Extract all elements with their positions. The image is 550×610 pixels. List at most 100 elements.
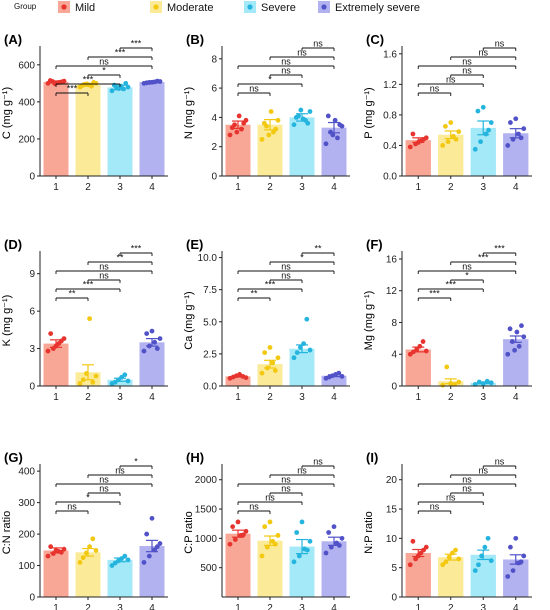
- sig-label-2-4: ns: [115, 466, 125, 476]
- data-point-1: [235, 519, 241, 525]
- bar-3: [289, 117, 315, 176]
- bar-3: [107, 87, 133, 176]
- panel-label: (D): [4, 237, 22, 252]
- bar-4: [503, 133, 529, 176]
- x-tick-label: 2: [448, 182, 454, 193]
- sig-label-1-3: ***: [83, 75, 94, 85]
- data-point-4: [337, 122, 343, 128]
- data-point-4: [508, 120, 513, 125]
- y-tick-label: 3: [29, 344, 35, 355]
- y-axis-label: C (mg g⁻¹): [1, 87, 13, 139]
- legend-label-1: Mild: [75, 2, 95, 14]
- sig-label-2-3: *: [465, 271, 469, 281]
- data-point-3: [307, 538, 313, 544]
- data-point-4: [521, 334, 527, 340]
- data-point-3: [122, 372, 128, 378]
- data-point-4: [513, 116, 519, 122]
- data-point-4: [149, 79, 155, 85]
- y-tick-label: 2000: [195, 475, 218, 486]
- data-point-2: [456, 379, 462, 385]
- y-axis-label: C:P ratio: [183, 511, 195, 554]
- y-tick-label: 1.6: [383, 49, 397, 60]
- x-tick-label: 3: [299, 392, 305, 403]
- data-point-1: [47, 78, 53, 83]
- y-tick-label: 6: [211, 84, 217, 95]
- data-point-4: [149, 515, 155, 521]
- sig-label-3-4: ns: [495, 39, 505, 49]
- bar-4: [321, 375, 347, 386]
- sig-label-1-2: ns: [249, 502, 259, 512]
- data-point-2: [275, 533, 281, 538]
- y-tick-label: 0.0: [203, 382, 217, 393]
- data-point-2: [259, 136, 265, 142]
- data-point-3: [299, 519, 305, 525]
- data-point-1: [48, 331, 54, 336]
- data-point-4: [332, 117, 338, 123]
- y-tick-label: 4: [211, 113, 217, 124]
- y-tick-label: 0: [29, 593, 35, 604]
- data-point-2: [443, 123, 448, 129]
- data-point-3: [298, 107, 304, 113]
- data-point-2: [84, 550, 89, 556]
- data-point-1: [50, 551, 56, 556]
- data-point-2: [449, 550, 455, 556]
- data-point-3: [298, 345, 303, 350]
- legend-dot-2: [153, 4, 159, 10]
- data-point-3: [307, 109, 313, 114]
- bar-1: [43, 81, 69, 176]
- data-point-4: [519, 323, 524, 329]
- data-point-2: [266, 132, 272, 138]
- y-tick-label: 10.0: [198, 253, 218, 264]
- data-point-4: [144, 80, 150, 86]
- data-point-3: [472, 146, 478, 152]
- data-point-2: [440, 143, 446, 148]
- data-point-1: [53, 343, 59, 349]
- panel-5: (E)Ca (mg g⁻¹)0.02.55.07.510.01 2 3 4*****n…: [183, 237, 350, 403]
- sig-label-2-4: ns: [478, 466, 488, 476]
- sig-label-2-3: ns: [281, 271, 291, 281]
- sig-label-1-2: ns: [67, 502, 77, 512]
- sig-label-1-3: ***: [265, 280, 276, 290]
- data-point-2: [448, 381, 454, 387]
- data-point-1: [420, 339, 426, 344]
- x-tick-label: 4: [331, 182, 337, 193]
- y-axis-label: C:N ratio: [1, 511, 13, 554]
- x-tick-label: 1: [235, 182, 241, 193]
- y-tick-label: 15: [386, 505, 398, 516]
- x-tick-label: 1: [53, 603, 59, 610]
- x-tick-label: 3: [480, 182, 486, 193]
- data-point-3: [122, 553, 128, 559]
- panel-label: (B): [186, 32, 204, 47]
- panel-label: (C): [366, 32, 384, 47]
- data-point-4: [512, 347, 518, 353]
- sig-label-3-4: ns: [313, 39, 323, 49]
- bar-3: [470, 127, 496, 176]
- data-point-1: [421, 136, 426, 142]
- sig-label-1-3: ***: [83, 280, 94, 290]
- bar-2: [75, 552, 101, 597]
- data-point-4: [516, 343, 522, 349]
- data-point-3: [476, 379, 482, 385]
- y-tick-label: 1500: [195, 505, 218, 516]
- data-point-4: [521, 553, 527, 559]
- data-point-4: [152, 547, 158, 553]
- x-tick-label: 1: [53, 392, 59, 403]
- data-point-4: [326, 530, 332, 535]
- data-point-2: [93, 373, 99, 379]
- bar-2: [75, 84, 101, 176]
- data-point-1: [239, 126, 244, 132]
- x-tick-label: 4: [149, 392, 155, 403]
- sig-label-1-4: ns: [462, 262, 472, 272]
- data-point-4: [505, 143, 511, 148]
- y-tick-label: 0: [211, 172, 217, 183]
- data-point-3: [307, 347, 313, 353]
- data-point-4: [323, 141, 329, 147]
- data-point-2: [453, 136, 459, 142]
- data-point-1: [407, 562, 413, 568]
- x-tick-label: 2: [267, 182, 273, 193]
